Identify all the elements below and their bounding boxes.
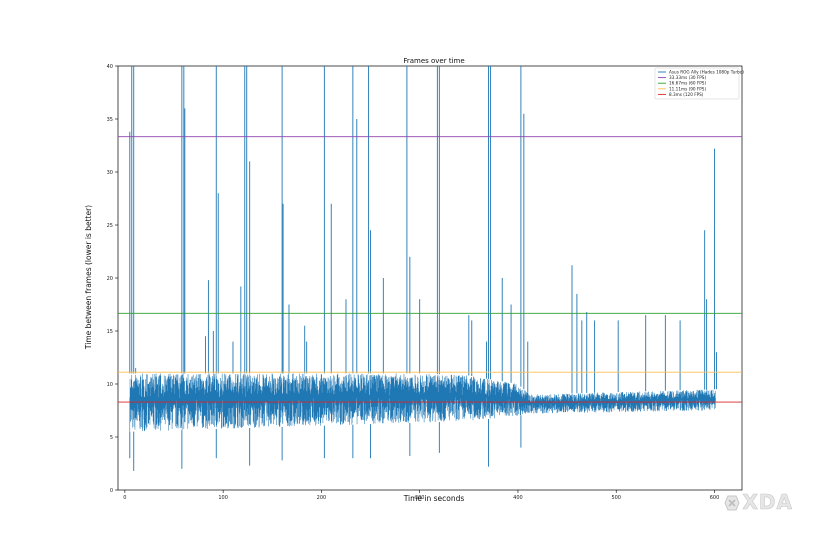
x-tick-label: 500 [611, 495, 621, 501]
x-tick-label: 200 [317, 495, 327, 501]
legend-label: 11.11ms (90 FPS) [669, 86, 706, 91]
x-axis-label: Time in seconds [403, 494, 465, 503]
y-tick-label: 5 [110, 435, 113, 441]
y-tick-label: 25 [107, 223, 113, 229]
y-tick-label: 15 [107, 329, 113, 335]
plot-area [117, 65, 743, 491]
y-tick-label: 30 [107, 170, 113, 176]
x-tick-label: 400 [513, 495, 523, 501]
x-tick-label: 100 [218, 495, 228, 501]
plot-frame [117, 65, 743, 491]
legend-label: 8.3ms (120 FPS) [669, 92, 704, 97]
legend-label: 16.67ms (60 FPS) [669, 81, 706, 86]
y-axis: 0 5 10 15 20 25 30 35 40 [107, 64, 118, 494]
x-axis: 0 100 200 300 400 500 600 [123, 490, 719, 501]
legend-box [654, 67, 740, 100]
legend-label: 33.33ms (30 FPS) [669, 75, 706, 80]
y-tick-label: 40 [107, 64, 113, 70]
y-tick-label: 0 [110, 488, 113, 494]
xda-watermark: XDA [723, 490, 794, 514]
y-tick-label: 20 [107, 276, 113, 282]
y-tick-label: 35 [107, 117, 113, 123]
x-tick-label: 600 [710, 495, 720, 501]
legend: Asus ROG Ally (Hades 1080p Turbo)33.33ms… [654, 67, 744, 100]
y-tick-label: 10 [107, 382, 113, 388]
x-tick-label: 300 [415, 495, 425, 501]
y-axis-label: Time between frames (lower is better) [84, 205, 93, 350]
x-tick-label: 0 [123, 495, 126, 501]
series-main-body [129, 373, 716, 432]
xda-logo-icon [723, 493, 741, 511]
watermark-text: XDA [742, 490, 793, 515]
legend-label: Asus ROG Ally (Hades 1080p Turbo) [669, 70, 744, 75]
chart-title: Frames over time [403, 57, 464, 65]
series-main [129, 66, 717, 471]
